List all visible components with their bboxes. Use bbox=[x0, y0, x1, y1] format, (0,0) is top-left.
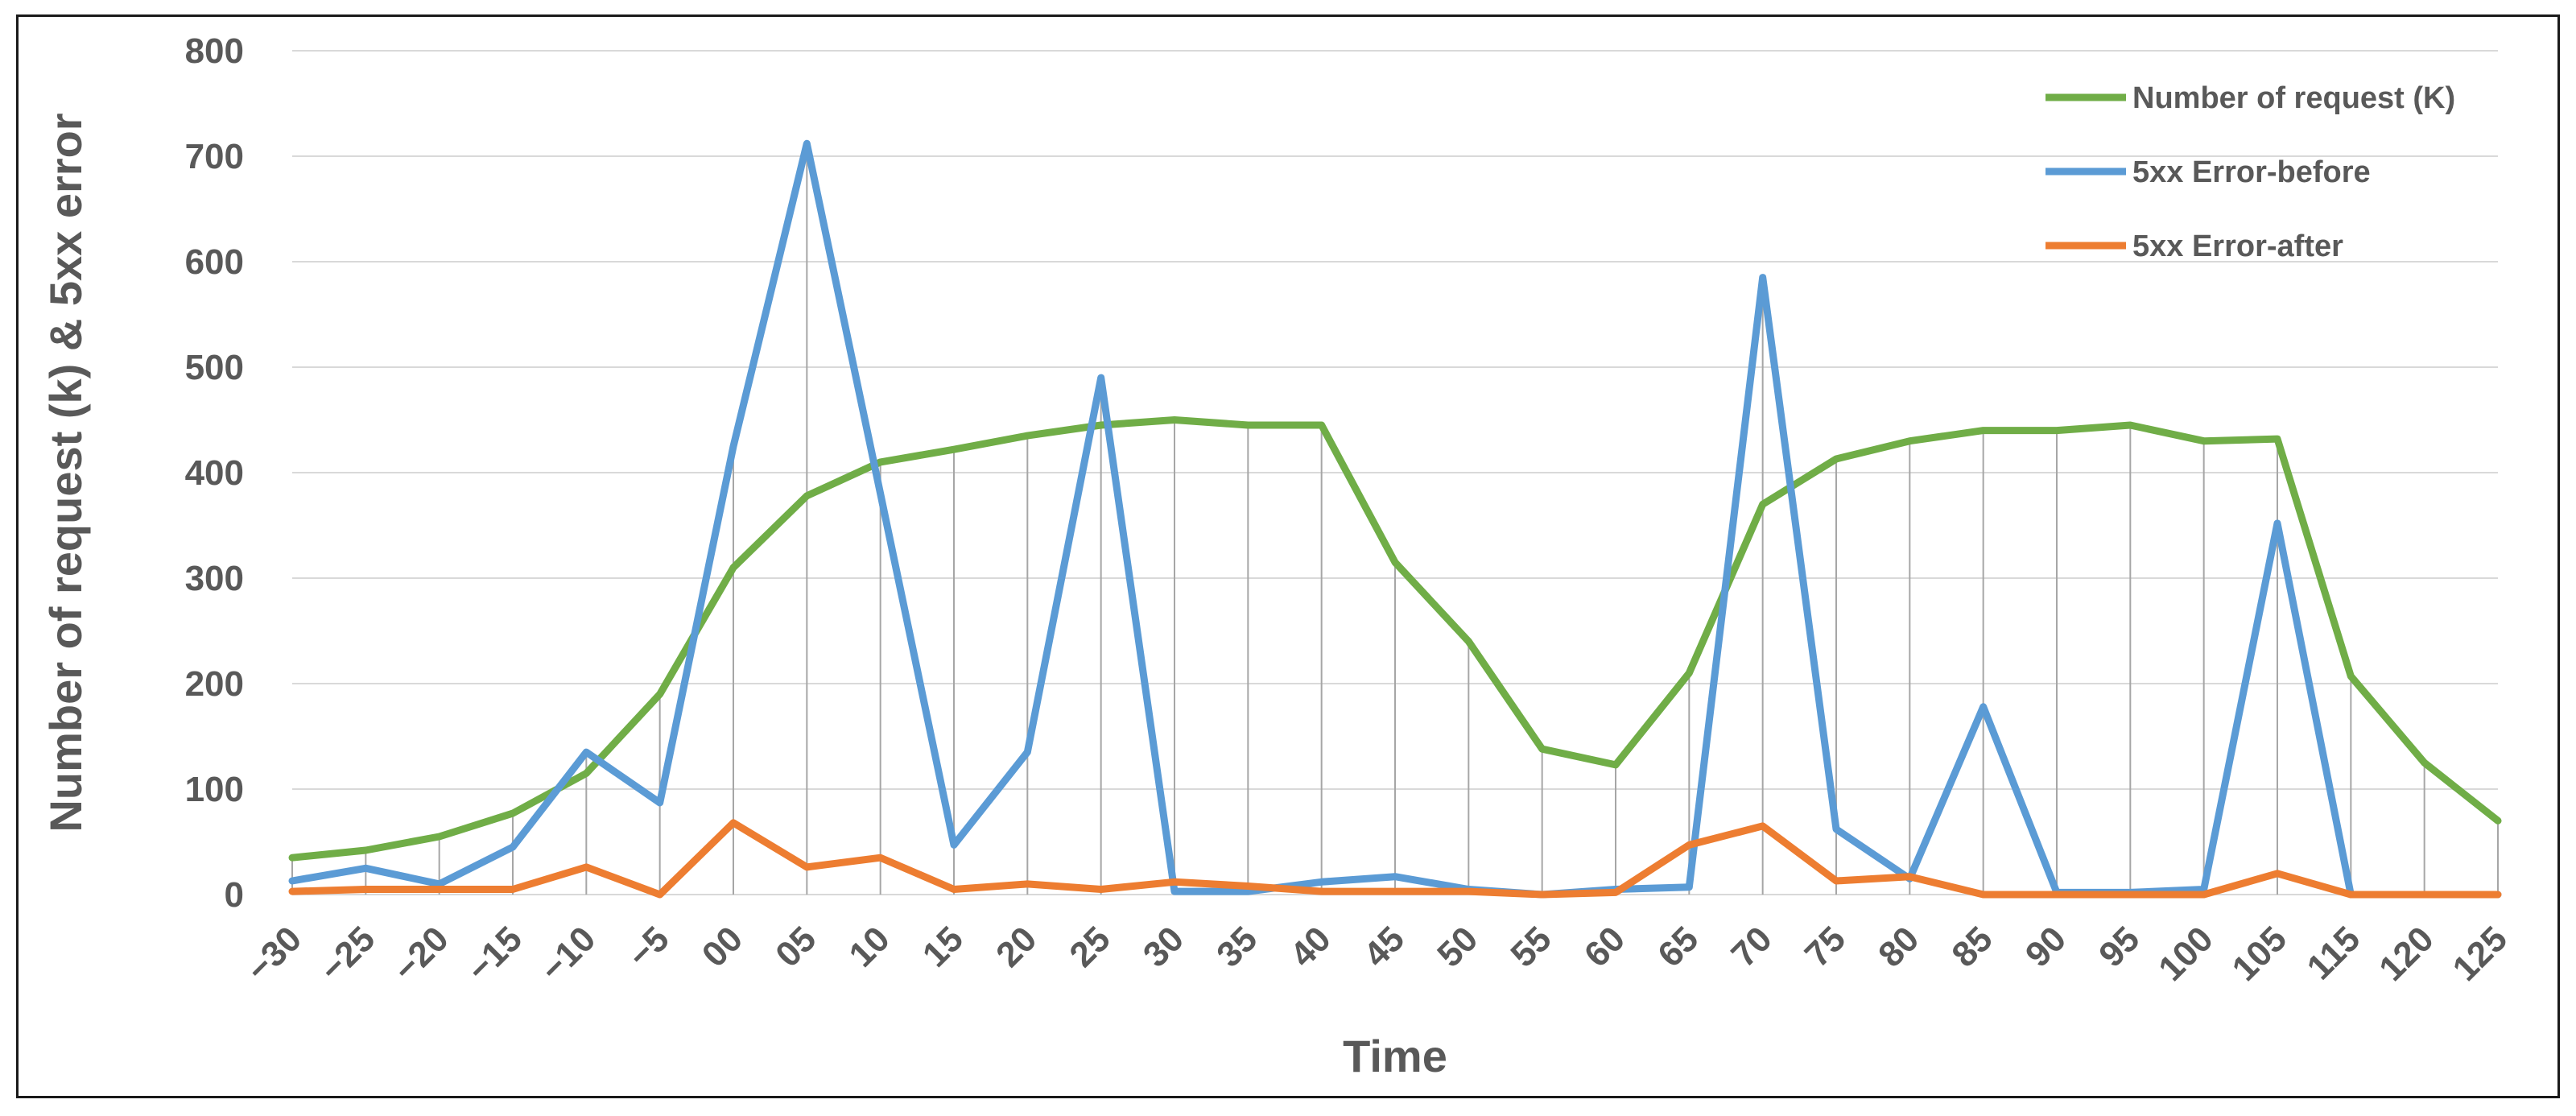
x-tick-label: 35 bbox=[1209, 919, 1265, 974]
x-tick-label: 55 bbox=[1503, 919, 1558, 974]
x-tick-label: −20 bbox=[386, 919, 456, 989]
x-tick-label: 75 bbox=[1798, 919, 1853, 974]
x-tick-label: 40 bbox=[1282, 919, 1338, 974]
y-tick-label: 300 bbox=[185, 559, 244, 598]
x-tick-label: 50 bbox=[1430, 919, 1485, 974]
x-tick-label: 15 bbox=[915, 919, 971, 974]
x-tick-label: 80 bbox=[1871, 919, 1926, 974]
y-tick-label: 200 bbox=[185, 664, 244, 704]
x-tick-label: 90 bbox=[2018, 919, 2074, 974]
x-tick-label: −5 bbox=[621, 919, 677, 975]
legend-label-2: 5xx Error-after bbox=[2132, 229, 2343, 263]
x-tick-label: 65 bbox=[1650, 919, 1706, 974]
x-tick-label: 30 bbox=[1136, 919, 1191, 974]
x-axis-ticks: −30 −25 −20 −15 −10 −5 00 05 10 15 20 25 30 35 40 45 50 5… bbox=[239, 919, 2515, 989]
x-tick-label: −15 bbox=[460, 919, 530, 989]
series-line-2 bbox=[288, 819, 2502, 899]
x-tick-label: 95 bbox=[2091, 919, 2147, 974]
x-tick-label: 100 bbox=[2151, 919, 2221, 989]
legend-label-0: Number of request (K) bbox=[2132, 81, 2455, 115]
x-tick-label: 70 bbox=[1724, 919, 1779, 974]
legend-label-1: 5xx Error-before bbox=[2132, 155, 2371, 189]
y-tick-label: 100 bbox=[185, 770, 244, 809]
x-tick-label: 60 bbox=[1577, 919, 1633, 974]
series-line-0 bbox=[288, 416, 2502, 862]
x-tick-label: 125 bbox=[2446, 919, 2516, 989]
x-tick-label: 10 bbox=[841, 919, 897, 974]
chart-frame: 0 100 200 300 400 500 600 700 800 −30 −25 −20 −15 −1… bbox=[16, 14, 2560, 1098]
y-axis-title: Number of request (k) & 5xx error bbox=[40, 113, 91, 832]
y-tick-label: 700 bbox=[185, 137, 244, 176]
x-tick-label: 45 bbox=[1356, 919, 1412, 974]
x-tick-label: 00 bbox=[695, 919, 750, 974]
y-tick-label: 600 bbox=[185, 242, 244, 282]
x-tick-label: 105 bbox=[2225, 919, 2295, 989]
x-tick-label: 25 bbox=[1062, 919, 1117, 974]
x-tick-label: 85 bbox=[1944, 919, 2000, 974]
x-axis-title: Time bbox=[1343, 1031, 1447, 1081]
x-tick-label: −25 bbox=[312, 919, 382, 989]
x-tick-label: 115 bbox=[2300, 919, 2368, 987]
legend: Number of request (K) 5xx Error-before 5xx… bbox=[2046, 81, 2455, 263]
y-tick-label: 800 bbox=[185, 31, 244, 71]
y-tick-label: 0 bbox=[225, 875, 244, 915]
series-lines bbox=[288, 139, 2502, 899]
x-tick-label: 20 bbox=[989, 919, 1044, 974]
x-tick-label: −30 bbox=[239, 919, 309, 989]
y-axis-ticks: 0 100 200 300 400 500 600 700 800 bbox=[185, 31, 244, 915]
x-tick-label: 05 bbox=[768, 919, 824, 974]
y-tick-label: 500 bbox=[185, 348, 244, 387]
x-tick-label: 120 bbox=[2372, 919, 2442, 989]
y-tick-label: 400 bbox=[185, 453, 244, 493]
x-tick-label: −10 bbox=[533, 919, 603, 989]
